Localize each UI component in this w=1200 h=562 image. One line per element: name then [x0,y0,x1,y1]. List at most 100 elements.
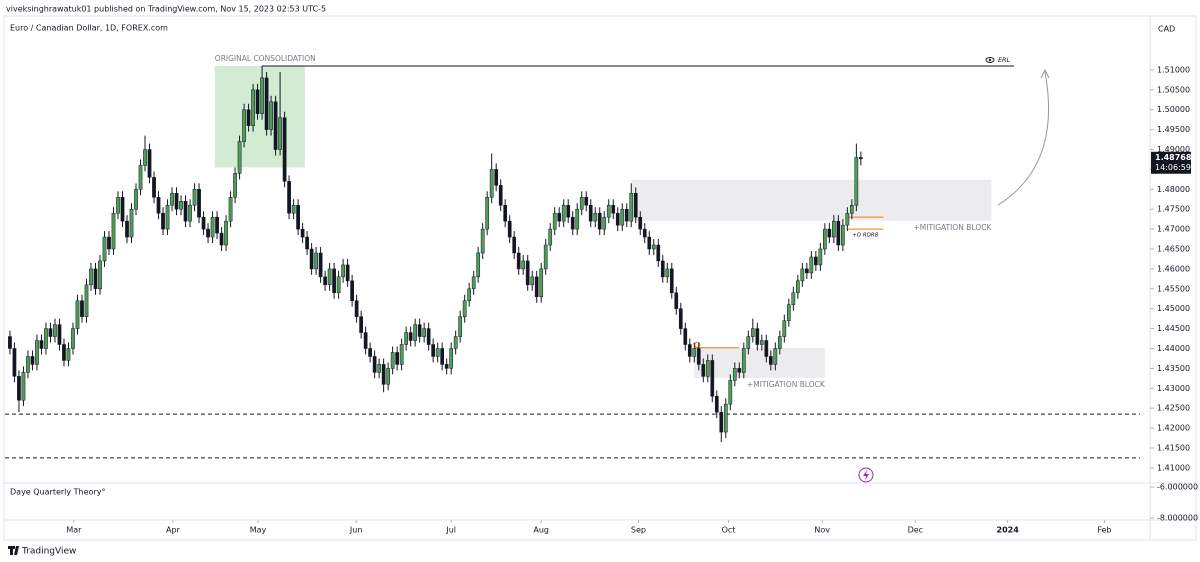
candle-body [431,344,436,357]
candle-body [570,216,575,230]
candle-body [386,368,390,385]
candle-body [521,260,526,270]
candle-body [255,89,260,114]
arrow [997,71,1050,206]
candle-body [606,204,611,218]
candle-body [138,165,143,190]
candle-body [507,220,512,238]
candle-body [278,117,282,150]
candle-body [458,316,463,337]
candle-body [17,376,21,401]
publisher: viveksinghrawatuk01 published on Trading… [6,5,326,14]
candle-body [323,276,327,286]
candle-body [710,360,715,397]
candle-body [579,197,584,210]
candle-body [165,204,170,230]
candle-body [57,324,62,345]
candle-body [615,212,620,226]
level-eye [985,56,995,63]
candle-body [210,216,215,238]
zone-label: +MITIGATION BLOCK [913,223,992,232]
candle-body [660,260,665,278]
candle-body [841,224,845,246]
candle-body [719,411,724,433]
candle-body [98,260,102,290]
x-tick-label: May [250,526,267,535]
candle-body [395,352,399,365]
y-tick-label: 1.50000 [1157,105,1190,114]
candle-body [192,189,197,206]
arrow-head [1040,68,1050,79]
x-tick-label: Dec [908,526,923,535]
candle-body [575,208,580,230]
candle-body [566,204,571,218]
candle-body [741,348,746,373]
candle-body [449,348,454,369]
currency: CAD [1158,25,1175,34]
y-tick-label: 1.49500 [1157,125,1190,134]
candle-body [417,324,422,337]
y-tick-label: 1.43500 [1157,364,1190,373]
candle-body [755,328,760,345]
zone [631,179,992,221]
candle-body [638,216,643,230]
y-tick-label: 1.43000 [1157,384,1190,393]
zone [214,65,305,168]
candle-body [201,216,206,230]
candle-body [435,348,440,357]
candle-body [318,252,323,278]
candle-body [8,336,12,349]
candle-body [219,232,224,246]
candle-body [516,252,521,270]
level-eye-pupil [988,58,992,62]
candle-body [62,344,66,361]
y-tick-label: 1.42500 [1157,404,1190,413]
candle-body [494,169,499,186]
candle-body [413,324,417,341]
x-tick-label: Aug [533,526,549,535]
y-tick-label: 1.45500 [1157,284,1190,293]
candle-body [714,395,719,413]
candle-body [314,252,318,270]
candle-body [215,216,219,234]
x-tick-label: Feb [1097,526,1111,535]
candle-body [399,344,404,365]
candle-body [179,201,183,210]
candle-body [251,89,255,126]
candle-body [764,340,769,357]
candle-body [21,372,26,401]
candle-body [48,328,53,337]
candle-body [467,288,472,301]
candle-body [197,189,201,218]
candle-body [624,208,629,222]
candle-body [327,268,332,286]
candle-body [228,197,233,222]
plot: 1.41000 1.41500 1.42000 1.42500 1.43000 1.435… [5,54,1198,535]
candle-body [129,208,134,238]
candle-body [233,173,237,198]
candle-body [287,181,291,214]
candle-body [723,403,728,433]
y-tick-label: 1.41000 [1157,463,1190,472]
candle-body [809,256,814,274]
candle-body [453,336,458,349]
candle-body [183,201,188,222]
x-tick-label: Sep [631,526,646,535]
candle-body [584,197,589,206]
candle-body [350,280,354,301]
y-tick-label: 1.46500 [1157,245,1190,254]
candle-body [372,356,377,373]
candle-body [152,177,156,198]
y-tick-label: 1.50500 [1157,85,1190,94]
candle-body [859,157,863,159]
candle-body [557,212,562,222]
candle-body [116,197,120,214]
candle-body [309,248,314,270]
y-tick-label: 1.42000 [1157,424,1190,433]
candle-body [390,352,395,369]
candle-body [345,264,350,282]
candle-body [534,276,539,298]
candle-body [822,228,827,250]
y-tick-label: 1.47000 [1157,225,1190,234]
